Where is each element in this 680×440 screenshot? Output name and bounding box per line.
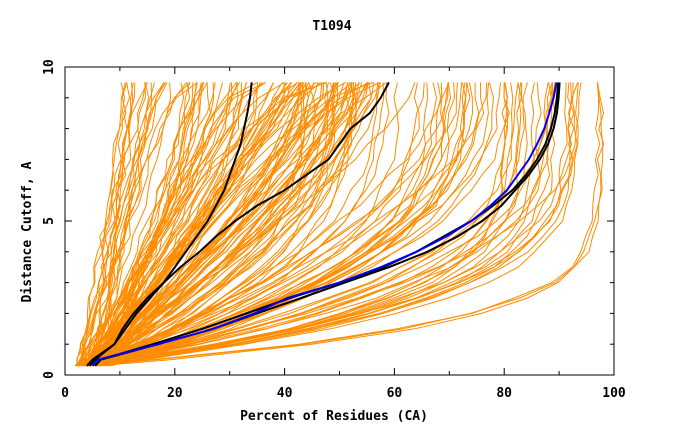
background-series-line [89,81,285,366]
y-axis-label: Distance Cutoff, A [20,161,35,302]
x-axis-label: Percent of Residues (CA) [240,409,428,424]
background-series-line [79,82,134,367]
background-series-line [88,82,335,367]
background-series-line [105,82,259,367]
background-series-line [101,82,288,367]
background-series-line [106,81,380,366]
background-series-line [106,82,381,367]
background-series-line [97,82,605,367]
background-series-line [75,82,165,367]
background-series-line [84,82,579,367]
background-series-line [107,82,247,367]
background-series-line [80,82,302,366]
background-series-line [91,82,425,367]
background-series-line [101,82,322,367]
background-series-line [104,82,456,367]
x-tick-label: 100 [602,386,626,401]
background-series-line [92,82,390,367]
y-tick-label: 0 [42,371,57,379]
background-series-line [94,82,372,367]
background-series-line [104,82,467,367]
background-series-line [107,82,385,367]
background-series-line [104,82,335,367]
plot-area [74,81,605,367]
background-series-line [92,82,353,367]
background-series-line [81,82,553,367]
background-series-line [100,82,553,367]
background-series-line [106,82,568,367]
background-series-line [84,82,353,367]
x-tick-label: 80 [496,386,512,401]
background-series-line [90,82,309,367]
x-tick-label: 0 [61,386,69,401]
chart-title: T1094 [312,19,351,34]
background-series-line [95,82,150,366]
background-series-line [83,82,185,366]
background-series-line [87,82,131,366]
background-series-line [82,82,357,367]
background-series-line [90,82,495,367]
background-series-line [83,82,242,367]
background-series-line [98,82,579,367]
background-series-line [90,82,156,366]
background-series-line [78,82,449,367]
highlighted-series-line [86,82,253,367]
background-series-line [98,82,307,367]
background-series-line [93,82,354,367]
x-tick-label: 60 [387,386,403,401]
background-series-line [89,82,187,367]
background-series-line [78,82,490,367]
background-series-line [76,82,263,367]
background-series-line [74,82,339,367]
background-series-line [76,82,147,366]
background-series-line [79,82,458,367]
highlighted-series-line [91,82,558,367]
background-series-line [92,81,374,367]
background-series-line [85,82,601,367]
background-series-line [92,82,549,367]
highlighted-series-line [88,81,390,367]
y-tick-label: 5 [42,217,57,225]
background-series-line [93,82,556,367]
background-series-line [76,82,136,366]
background-series-line [77,82,309,367]
axes: 0 20 40 60 80 100 0 5 10 [42,59,626,401]
background-series-line [82,82,604,367]
background-series-line [104,82,575,367]
background-series-line [84,82,514,367]
background-series-line [92,82,369,367]
background-series-line [78,81,326,367]
background-series-line [97,82,208,367]
background-series-line [89,82,197,366]
y-tick-label: 10 [42,59,57,75]
background-series-line [79,82,582,367]
background-series-line [95,82,211,366]
x-tick-label: 40 [277,386,293,401]
x-tick-label: 20 [167,386,183,401]
background-series-line [76,82,204,366]
background-series-line [101,82,241,366]
